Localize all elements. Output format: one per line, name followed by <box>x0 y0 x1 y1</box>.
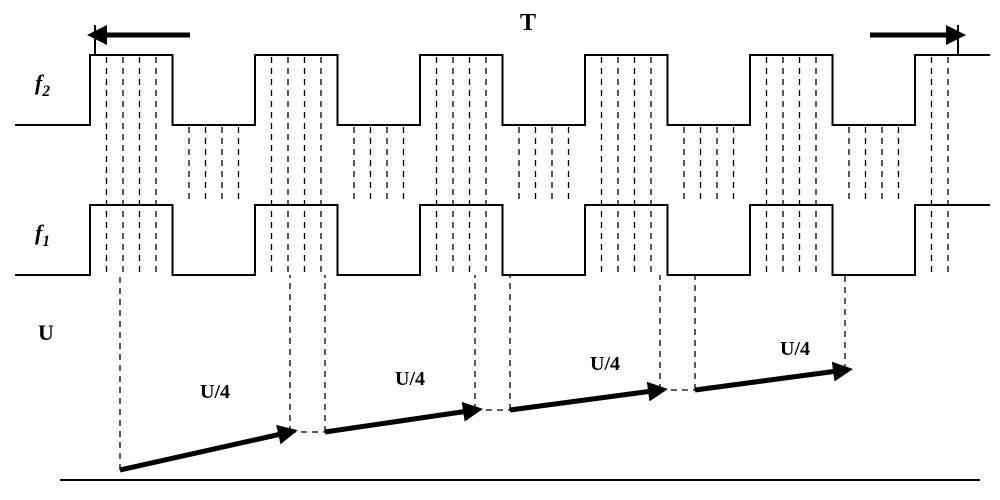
ramp-arrow <box>325 410 475 432</box>
label-U4-2: U/4 <box>395 368 425 390</box>
f2-waveform <box>60 55 990 125</box>
label-f2: f2 <box>35 70 50 100</box>
ramp-arrow <box>510 390 660 410</box>
label-f1: f1 <box>35 220 50 250</box>
label-U4-1: U/4 <box>200 381 230 403</box>
label-T: T <box>520 10 536 36</box>
label-U4-3: U/4 <box>590 353 620 375</box>
label-U: U <box>38 320 54 345</box>
label-U4-4: U/4 <box>780 338 810 360</box>
ramp-arrow <box>695 370 845 390</box>
timing-diagram: Tf2 f1 U U/4 U/4 U/4 U/4 <box>0 0 1000 500</box>
f1-waveform <box>60 205 990 275</box>
ramp-arrow <box>120 432 290 470</box>
